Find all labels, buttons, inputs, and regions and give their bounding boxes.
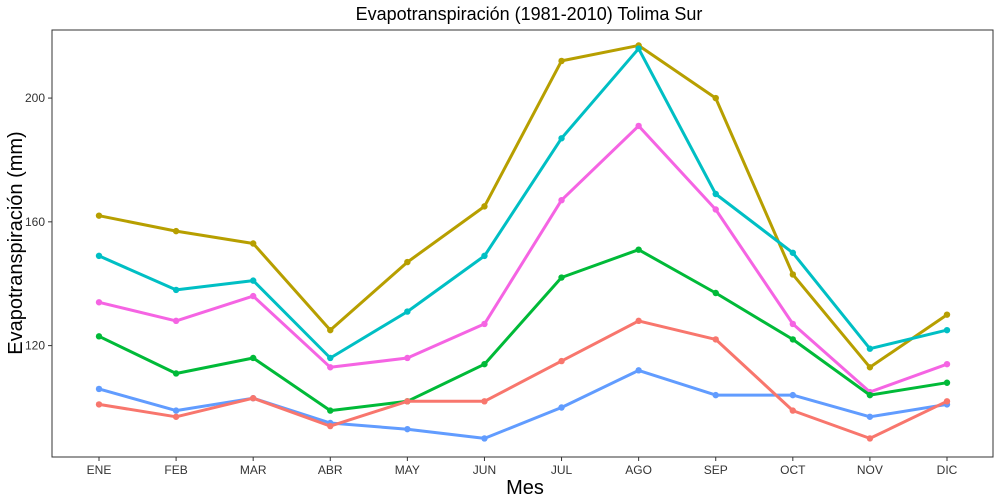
x-tick-label: ENE (87, 463, 112, 477)
data-point (95, 385, 103, 393)
data-point (558, 196, 565, 204)
x-axis-title: Mes (506, 477, 544, 499)
x-tick-label: AGO (625, 463, 652, 477)
data-point (95, 401, 103, 408)
x-tick-label: OCT (780, 463, 806, 477)
data-point (404, 425, 411, 433)
y-axis: 120 160 200 (25, 91, 52, 353)
data-point (558, 274, 565, 281)
data-point (327, 354, 334, 362)
data-point (789, 391, 797, 399)
x-tick-label: SEP (704, 463, 728, 477)
series-4 (95, 246, 951, 414)
data-point (943, 311, 951, 318)
data-point (943, 360, 951, 368)
data-point (558, 404, 565, 411)
data-point (481, 435, 488, 442)
data-point (635, 122, 642, 130)
data-point (172, 227, 180, 235)
x-tick-label: JUN (473, 463, 496, 477)
data-point (481, 360, 488, 368)
data-point (249, 395, 257, 402)
y-tick-label: 120 (25, 339, 45, 353)
data-point (172, 370, 180, 377)
series-line (97, 44, 949, 369)
data-point (404, 308, 411, 315)
data-point (481, 252, 488, 260)
data-point (404, 258, 411, 266)
data-point (635, 317, 642, 325)
data-point (404, 398, 411, 405)
data-point (635, 45, 642, 52)
data-point (943, 326, 951, 334)
series-line (97, 47, 949, 360)
x-tick-label: ABR (318, 463, 343, 477)
chart-title: Evapotranspiración (1981-2010) Tolima Su… (356, 4, 703, 24)
data-point (95, 212, 103, 219)
data-point (481, 320, 488, 328)
x-tick-label: DIC (937, 463, 958, 477)
data-point (635, 367, 642, 374)
data-point (327, 407, 334, 414)
x-tick-label: FEB (164, 463, 187, 477)
data-point (789, 407, 797, 414)
data-point (712, 94, 719, 102)
data-point (172, 286, 180, 294)
plot-panel (51, 29, 994, 458)
data-point (943, 398, 951, 405)
data-point (558, 57, 565, 65)
data-point (866, 345, 874, 352)
data-point (172, 413, 180, 420)
data-point (789, 336, 797, 343)
data-point (558, 357, 565, 365)
x-tick-label: MAY (395, 463, 420, 477)
y-tick-label: 200 (25, 91, 45, 105)
data-point (327, 364, 334, 371)
data-point (558, 135, 565, 142)
data-point (249, 354, 257, 362)
data-point (249, 277, 257, 284)
series-line (97, 319, 949, 440)
y-tick-label: 160 (25, 215, 45, 229)
series-2 (95, 45, 951, 362)
data-point (789, 249, 797, 256)
data-point (95, 299, 103, 306)
data-point (712, 206, 719, 213)
x-tick-label: JUL (551, 463, 573, 477)
data-point (866, 435, 874, 442)
data-point (635, 246, 642, 253)
data-point (789, 320, 797, 328)
series-line (97, 248, 949, 413)
data-point (712, 289, 719, 297)
data-point (95, 252, 103, 260)
data-point (95, 333, 103, 340)
data-point (943, 379, 951, 386)
series-layer (95, 42, 951, 442)
data-point (481, 203, 488, 210)
data-point (249, 240, 257, 247)
x-axis: ENE FEB MAR ABR MAY JUN JUL AGO SEP OCT NOV DIC (87, 457, 958, 477)
data-point (327, 422, 334, 430)
data-point (172, 407, 180, 414)
data-point (866, 413, 874, 420)
x-tick-label: NOV (857, 463, 883, 477)
data-point (712, 391, 719, 399)
series-6 (95, 317, 951, 442)
data-point (712, 190, 719, 198)
series-line (97, 124, 949, 394)
data-point (789, 271, 797, 278)
data-point (712, 336, 719, 343)
data-point (172, 317, 180, 325)
data-point (866, 364, 874, 371)
data-point (481, 398, 488, 405)
data-point (249, 292, 257, 300)
data-point (404, 354, 411, 362)
y-axis-title: Evapotranspiración (mm) (5, 131, 27, 354)
data-point (327, 326, 334, 334)
data-point (866, 391, 874, 399)
series-3 (95, 122, 951, 396)
x-tick-label: MAR (240, 463, 267, 477)
